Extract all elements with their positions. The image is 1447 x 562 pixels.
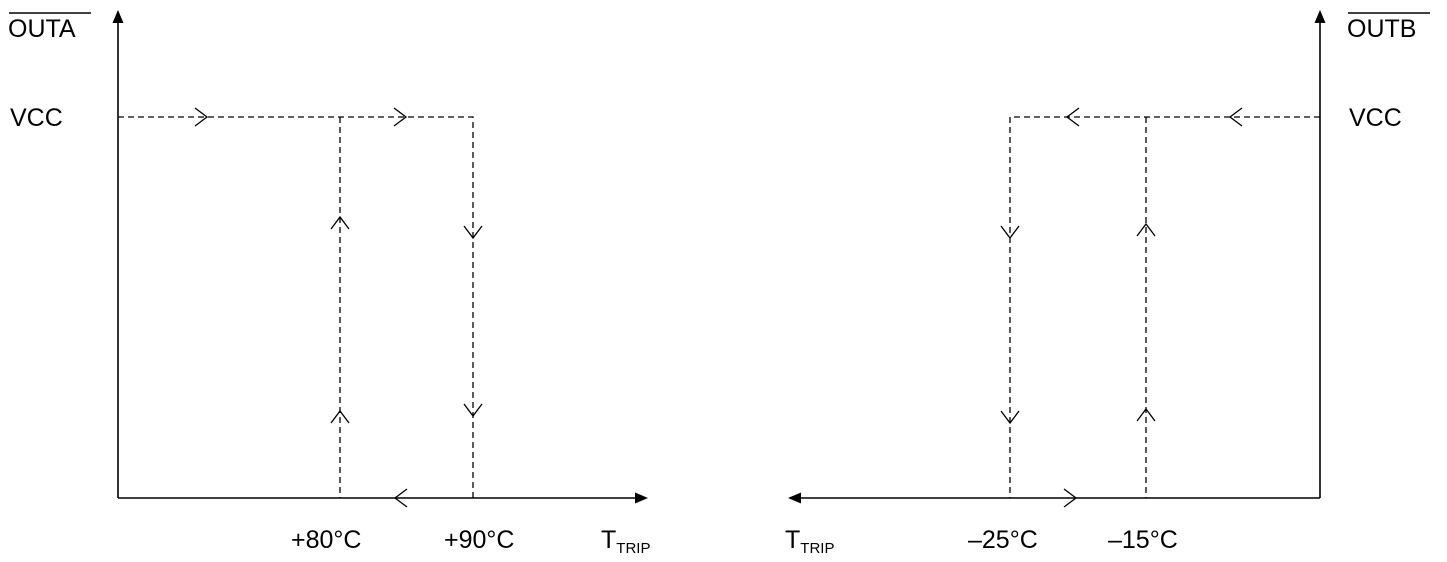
left-y-axis-arrow-icon	[112, 10, 124, 23]
left-x-axis-label-sub: TRIP	[616, 540, 650, 557]
right-up-arrow-icon	[1136, 407, 1156, 422]
right-x-axis-label-sub: TRIP	[800, 540, 834, 557]
left-down-arrow-icon	[463, 225, 483, 240]
right-threshold-low-label: –25°C	[968, 526, 1038, 554]
right-vcc-label: VCC	[1349, 104, 1402, 132]
right-graph: OUTB VCC –25°C –15°C TTRIP	[785, 10, 1430, 557]
left-graph: OUTA VCC +80°C +90°C TTRIP	[8, 10, 650, 557]
outb-label: OUTB	[1347, 15, 1416, 43]
left-x-axis-label-main: T	[601, 526, 616, 554]
left-threshold-high-label: +90°C	[444, 526, 514, 554]
right-up-arrow-icon	[1136, 222, 1156, 237]
right-down-arrow-icon	[1000, 410, 1020, 425]
right-right-arrow-icon	[1063, 488, 1078, 508]
right-left-arrow-icon	[1228, 107, 1243, 127]
right-threshold-high-label: –15°C	[1108, 526, 1178, 554]
right-y-axis-arrow-icon	[1314, 10, 1326, 23]
right-left-arrow-icon	[1065, 107, 1080, 127]
left-high-level-path	[118, 116, 474, 498]
left-right-arrow-icon	[194, 107, 209, 127]
outa-label: OUTA	[8, 15, 76, 43]
left-x-axis-label: TTRIP	[601, 526, 650, 557]
left-x-axis-arrow-icon	[635, 492, 648, 504]
left-vcc-label: VCC	[10, 104, 63, 132]
left-right-arrow-icon	[393, 107, 408, 127]
right-x-axis-label: TTRIP	[785, 526, 834, 557]
right-down-arrow-icon	[1000, 225, 1020, 240]
left-down-arrow-icon	[463, 403, 483, 418]
right-high-level-path	[1009, 116, 1320, 498]
left-threshold-low-label: +80°C	[291, 526, 361, 554]
left-left-arrow-icon	[393, 488, 408, 508]
left-up-arrow-icon	[330, 215, 350, 230]
right-x-axis-label-main: T	[785, 526, 800, 554]
right-x-axis-arrow-icon	[788, 492, 801, 504]
left-up-arrow-icon	[330, 409, 350, 424]
